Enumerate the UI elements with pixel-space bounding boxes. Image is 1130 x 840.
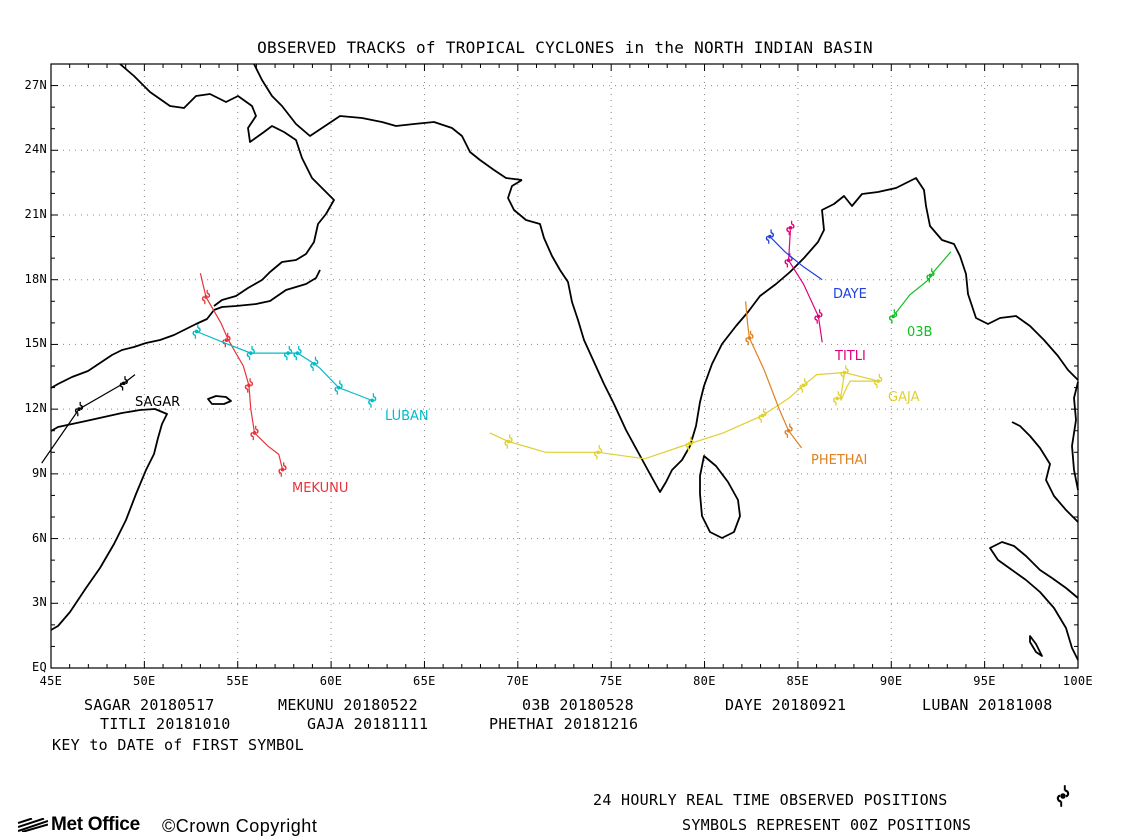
latitude-label: 27N (24, 77, 48, 92)
longitude-label: 70E (506, 674, 529, 688)
longitude-label: 50E (132, 674, 156, 688)
cyclone-position-icon-luban (368, 392, 377, 409)
coastlines (50, 63, 1079, 661)
coastline-africa (50, 269, 321, 631)
longitude-label: 65E (413, 674, 436, 688)
coastline-myanmar-malaya (989, 381, 1079, 661)
latitude-label: 15N (24, 336, 48, 351)
cyclone-position-icon-gaja (874, 373, 883, 390)
storm-label-daye: DAYE (833, 287, 867, 302)
legend-sagar: SAGAR 20180517 (84, 696, 215, 714)
latitude-label: 3N (32, 595, 48, 610)
longitude-label: 90E (879, 674, 903, 688)
cyclone-position-icon-luban (310, 355, 319, 372)
legend-phethai: PHETHAI 20181216 (489, 715, 639, 733)
storm-label-phethai: PHETHAI (811, 453, 867, 468)
legend-titli: TITLI 20181010 (100, 715, 231, 733)
cyclone-tracks (41, 219, 952, 478)
longitude-label: 85E (786, 674, 810, 688)
cyclone-position-icon-sagar (119, 375, 128, 392)
track-line-luban (196, 330, 373, 402)
latitude-label: 12N (24, 401, 48, 416)
cyclone-position-icon-mekunu (250, 424, 259, 441)
storm-label-luban: LUBAN (385, 409, 429, 424)
cyclone-position-icon-gaja (832, 390, 842, 407)
track-line-mekunu (199, 273, 284, 470)
storm-label-03b: 03B (907, 325, 932, 340)
cyclone-position-icon-gaja (758, 407, 767, 424)
met-office-logo-icon (18, 817, 48, 832)
longitude-label: 45E (39, 674, 63, 688)
footer-note-line2: SYMBOLS REPRESENT 00Z POSITIONS (682, 816, 972, 834)
track-line-sagar (41, 374, 136, 464)
axis-ticks (50, 63, 1079, 669)
latitude-label: 9N (32, 465, 48, 480)
longitude-label: 55E (226, 674, 249, 688)
plot-frame (50, 63, 1079, 669)
latitude-label: 24N (24, 142, 48, 157)
coastline-sri-lanka (699, 455, 741, 539)
legend-gaja: GAJA 20181111 (307, 715, 429, 733)
legend-luban: LUBAN 20181008 (922, 696, 1053, 714)
met-office-logo: Met Office (18, 814, 140, 836)
coastline-andaman (1029, 635, 1043, 657)
cyclone-position-icon-mekunu (278, 461, 287, 478)
track-line-phethai (745, 301, 803, 449)
track-line-daye (769, 236, 823, 281)
footer-note-line1: 24 HOURLY REAL TIME OBSERVED POSITIONS (593, 791, 948, 809)
cyclone-symbol-icon (1056, 784, 1070, 808)
cyclone-position-icon-luban (246, 345, 255, 362)
latitude-label: 21N (24, 207, 48, 221)
cyclone-position-icon-gaja (840, 364, 849, 381)
track-line-titli (787, 230, 823, 343)
legend-key-note: KEY to DATE of FIRST SYMBOL (52, 736, 304, 754)
storm-label-mekunu: MEKUNU (292, 481, 348, 496)
cyclone-position-icon-sagar (74, 401, 84, 418)
track-line-b03 (892, 251, 952, 317)
cyclone-position-icon-gaja (593, 444, 603, 461)
longitude-label: 100E (1062, 674, 1093, 688)
coastline-india (507, 177, 1079, 493)
crown-copyright: ©Crown Copyright (162, 816, 318, 836)
met-office-logo-text: Met Office (51, 814, 140, 835)
coastline-socotra (207, 395, 232, 405)
storm-label-sagar: SAGAR (135, 395, 180, 410)
longitude-label: 80E (693, 674, 716, 688)
cyclone-position-icon-luban (192, 323, 201, 340)
cyclone-position-icon-gaja (799, 377, 808, 394)
cyclone-position-icon-b03 (888, 308, 898, 325)
longitude-label: 75E (599, 674, 623, 688)
cyclone-position-icon-luban (293, 345, 302, 362)
graticule (51, 64, 1078, 668)
legend-daye: DAYE 20180921 (725, 696, 847, 714)
cyclone-position-icon-daye (765, 228, 775, 245)
coastline-iran-pakistan (253, 63, 523, 181)
storm-label-gaja: GAJA (888, 390, 920, 405)
legend-03b: 03B 20180528 (522, 696, 634, 714)
cyclone-position-icon-gaja (504, 433, 513, 450)
map-title: OBSERVED TRACKS of TROPICAL CYCLONES in … (257, 38, 873, 57)
cyclone-position-icon-luban (334, 379, 343, 396)
legend-mekunu: MEKUNU 20180522 (278, 696, 418, 714)
latitude-label: EQ (32, 660, 48, 674)
coastline-arabia (119, 63, 335, 307)
track-line-gaja (489, 371, 879, 460)
cyclone-position-icon-luban (283, 345, 293, 362)
longitude-label: 95E (973, 674, 996, 688)
latitude-label: 6N (32, 530, 48, 545)
latitude-label: 18N (24, 271, 48, 286)
longitude-label: 60E (319, 674, 343, 688)
storm-label-titli: TITLI (834, 349, 866, 364)
